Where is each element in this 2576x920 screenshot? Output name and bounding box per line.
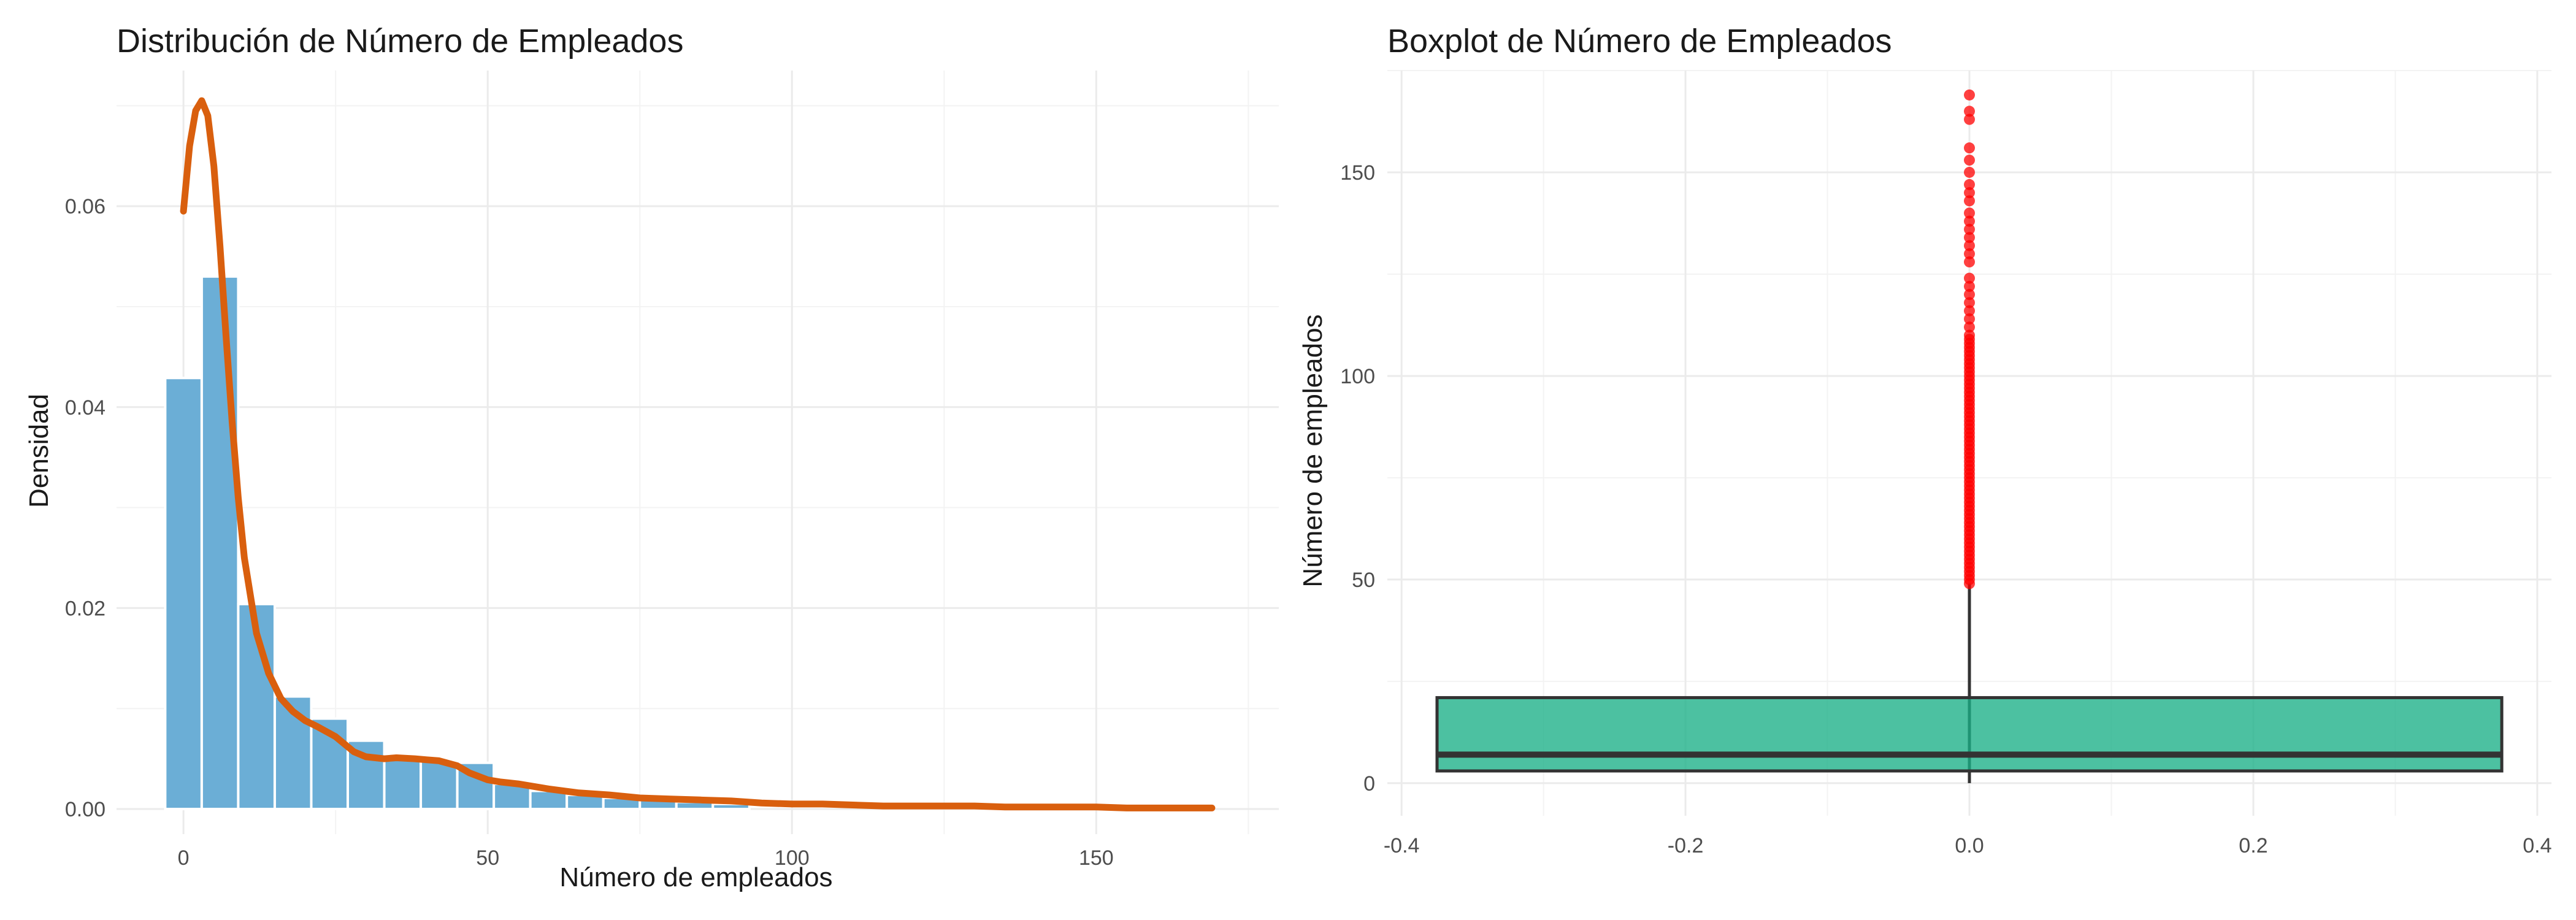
boxplot-outlier-point [1964,166,1975,178]
boxplot-panel: Boxplot de Número de Empleados -0.4 -0.2 0… [1298,23,2551,857]
boxplot-outlier-point [1964,215,1975,227]
histogram-y-tick-label: 0.04 [65,396,105,420]
boxplot-outlier-point [1964,207,1975,219]
boxplot-outlier-point [1964,89,1975,101]
boxplot-y-ticks: 0 50 100 150 [1340,161,1375,795]
histogram-x-tick-label: 50 [476,846,499,870]
boxplot-outliers [1964,89,1975,589]
boxplot-y-tick-label: 150 [1340,161,1375,185]
boxplot-outlier-point [1964,248,1975,259]
histogram-y-ticks: 0.00 0.02 0.04 0.06 [65,195,105,821]
boxplot-x-tick-label: -0.2 [1668,834,1704,857]
boxplot-outlier-point [1964,105,1975,117]
boxplot-outlier-point [1964,142,1975,154]
histogram-bars [164,275,751,811]
boxplot-outlier-point [1964,289,1975,301]
boxplot-y-tick-label: 100 [1340,365,1375,388]
boxplot-outlier-point [1964,195,1975,207]
boxplot-x-tick-label: 0.0 [1955,834,1984,857]
boxplot-x-ticks: -0.4 -0.2 0.0 0.2 0.4 [1384,834,2552,857]
boxplot-outlier-point [1964,187,1975,199]
boxplot-outlier-point [1964,178,1975,190]
boxplot-box [1435,696,2504,773]
histogram-bar [200,275,240,811]
histogram-x-tick-label: 100 [775,846,810,870]
histogram-panel: Distribución de Número de Empleados 0 50 1… [24,23,1279,892]
histogram-title: Distribución de Número de Empleados [117,23,683,59]
histogram-bar [420,759,459,811]
boxplot-outlier-point [1964,113,1975,125]
boxplot-outlier-point [1964,321,1975,333]
density-curve [180,97,1216,811]
histogram-y-tick-label: 0.00 [65,798,105,821]
boxplot-y-tick-label: 0 [1363,772,1375,795]
boxplot-outlier-point [1964,256,1975,268]
boxplot-y-tick-label: 50 [1352,569,1375,592]
histogram-y-tick-label: 0.06 [65,195,105,218]
histogram-y-tick-label: 0.02 [65,597,105,620]
boxplot-outlier-point [1964,305,1975,316]
histogram-y-axis-label: Densidad [24,394,54,508]
boxplot-y-axis-label: Número de empleados [1298,314,1328,587]
boxplot-outlier-point [1964,240,1975,251]
histogram-x-axis-label: Número de empleados [559,862,832,892]
histogram-bar [237,602,276,811]
boxplot-outlier-point [1964,280,1975,292]
histogram-bar [164,377,203,811]
boxplot-outlier-point [1964,272,1975,284]
boxplot-outlier-point [1964,232,1975,243]
histogram-bar [310,717,350,811]
boxplot-outlier-point [1964,329,1975,341]
boxplot-x-tick-label: -0.4 [1384,834,1420,857]
histogram-x-tick-label: 0 [178,846,190,870]
histogram-x-tick-label: 150 [1079,846,1114,870]
boxplot-outlier-point [1964,313,1975,324]
boxplot-x-tick-label: 0.4 [2523,834,2551,857]
histogram-x-ticks: 0 50 100 150 [178,846,1114,870]
boxplot-outlier-point [1964,297,1975,309]
histogram-bar [383,757,423,811]
boxplot-x-tick-label: 0.2 [2239,834,2267,857]
boxplot-outlier-point [1964,223,1975,235]
boxplot-title: Boxplot de Número de Empleados [1387,23,1892,59]
boxplot-outlier-point [1964,155,1975,166]
